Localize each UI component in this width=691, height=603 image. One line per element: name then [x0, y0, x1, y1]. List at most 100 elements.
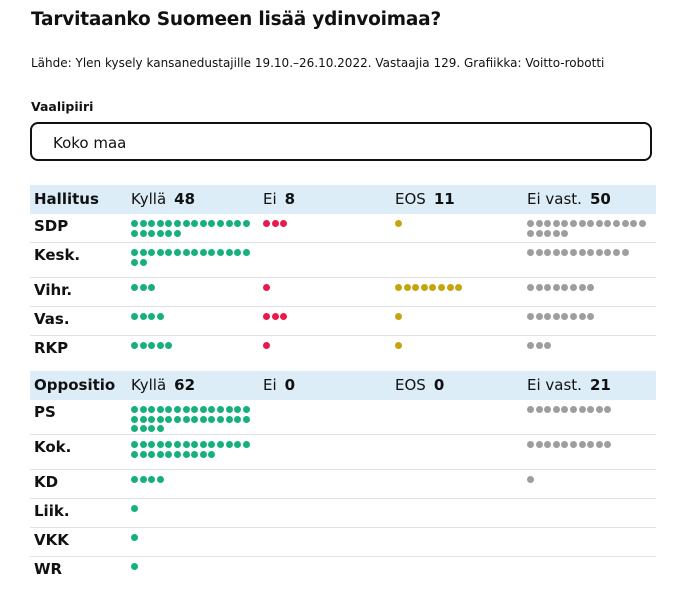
- category-total: 62: [174, 376, 196, 394]
- vote-dot: [182, 450, 190, 458]
- vote-dot: [552, 313, 560, 320]
- vote-dot: [139, 342, 147, 349]
- vote-dot: [552, 441, 560, 448]
- vote-dot: [165, 249, 173, 256]
- party-row-kesk: Kesk.: [30, 243, 656, 278]
- vote-dot: [131, 450, 138, 458]
- district-select[interactable]: Koko maa: [30, 122, 652, 161]
- vote-dot: [131, 406, 138, 413]
- vote-dot: [191, 441, 199, 448]
- vote-dot: [191, 249, 199, 256]
- chart-title: Tarvitaanko Suomeen lisää ydinvoimaa?: [31, 9, 441, 30]
- vote-dot: [263, 220, 270, 227]
- vote-dot: [156, 229, 164, 237]
- vote-dot: [587, 313, 595, 320]
- vote-dot: [156, 425, 164, 433]
- dot-group: [395, 313, 515, 323]
- vote-dot: [225, 220, 233, 227]
- vote-dot: [535, 284, 543, 291]
- vote-dot: [131, 425, 138, 433]
- vote-dot: [527, 249, 534, 256]
- vote-dot: [446, 284, 454, 291]
- vote-dot: [242, 220, 250, 227]
- vote-dot: [148, 476, 156, 483]
- vote-dot: [234, 415, 242, 423]
- dot-group: [527, 313, 647, 323]
- vote-dot: [173, 220, 181, 227]
- vote-dot: [139, 415, 147, 423]
- vote-dot: [148, 249, 156, 256]
- vote-dot: [216, 220, 224, 227]
- vote-dot: [234, 406, 242, 413]
- party-row-vkk: VKK: [30, 528, 656, 557]
- vote-dot: [182, 441, 190, 448]
- party-row-kok: Kok.: [30, 435, 656, 470]
- dot-group: [395, 220, 515, 230]
- category-label: Ei vast.: [527, 190, 582, 208]
- dot-group: [131, 476, 251, 486]
- vote-dot: [148, 441, 156, 448]
- vote-dot: [173, 249, 181, 256]
- vote-dot: [595, 220, 603, 227]
- vote-dot: [173, 450, 181, 458]
- vote-dot: [280, 220, 288, 227]
- vote-dot: [587, 441, 595, 448]
- category-0-total: Kyllä 48: [131, 190, 195, 208]
- vote-dot: [561, 229, 569, 237]
- vote-dot: [578, 313, 586, 320]
- party-name: RKP: [34, 339, 69, 357]
- vote-dot: [139, 450, 147, 458]
- vote-dot: [395, 220, 402, 227]
- vote-dot: [403, 284, 411, 291]
- vote-dot: [527, 441, 534, 448]
- vote-dot: [552, 249, 560, 256]
- vote-dot: [527, 220, 534, 227]
- dot-group: [131, 505, 251, 515]
- party-name: Vihr.: [34, 281, 73, 299]
- vote-dot: [455, 284, 463, 291]
- dot-group: [263, 284, 383, 294]
- vote-dot: [578, 284, 586, 291]
- vote-dot: [395, 313, 402, 320]
- vote-dot: [139, 220, 147, 227]
- vote-dot: [139, 476, 147, 483]
- vote-dot: [552, 220, 560, 227]
- vote-dot: [535, 406, 543, 413]
- vote-dot: [139, 441, 147, 448]
- vote-dot: [544, 229, 552, 237]
- dot-group: [131, 563, 251, 573]
- vote-dot: [527, 229, 534, 237]
- vote-dot: [561, 220, 569, 227]
- vote-dot: [535, 220, 543, 227]
- vote-dot: [234, 441, 242, 448]
- vote-dot: [131, 534, 138, 541]
- vote-dot: [173, 415, 181, 423]
- vote-dot: [621, 220, 629, 227]
- category-label: EOS: [395, 376, 426, 394]
- vote-dot: [420, 284, 428, 291]
- vote-dot: [131, 229, 138, 237]
- party-name: Vas.: [34, 310, 70, 328]
- vote-dot: [148, 406, 156, 413]
- vote-dot: [139, 258, 147, 266]
- vote-dot: [612, 249, 620, 256]
- dot-group: [395, 284, 515, 294]
- vote-dot: [131, 313, 138, 320]
- dot-group: [131, 313, 251, 323]
- vote-dot: [139, 249, 147, 256]
- party-row-ps: PS: [30, 400, 656, 435]
- vote-dot: [604, 406, 612, 413]
- party-name: SDP: [34, 217, 69, 235]
- party-row-wr: WR: [30, 557, 656, 586]
- category-total: 48: [174, 190, 196, 208]
- dot-group: [527, 441, 647, 451]
- vote-dot: [156, 476, 164, 483]
- vote-dot: [199, 220, 207, 227]
- vote-dot: [535, 229, 543, 237]
- vote-dot: [199, 450, 207, 458]
- vote-dot: [156, 441, 164, 448]
- vote-dot: [131, 563, 138, 570]
- group-header-oppositio: Oppositio Kyllä 62 Ei 0 EOS 0 Ei vast. 21: [30, 371, 656, 400]
- vote-dot: [199, 415, 207, 423]
